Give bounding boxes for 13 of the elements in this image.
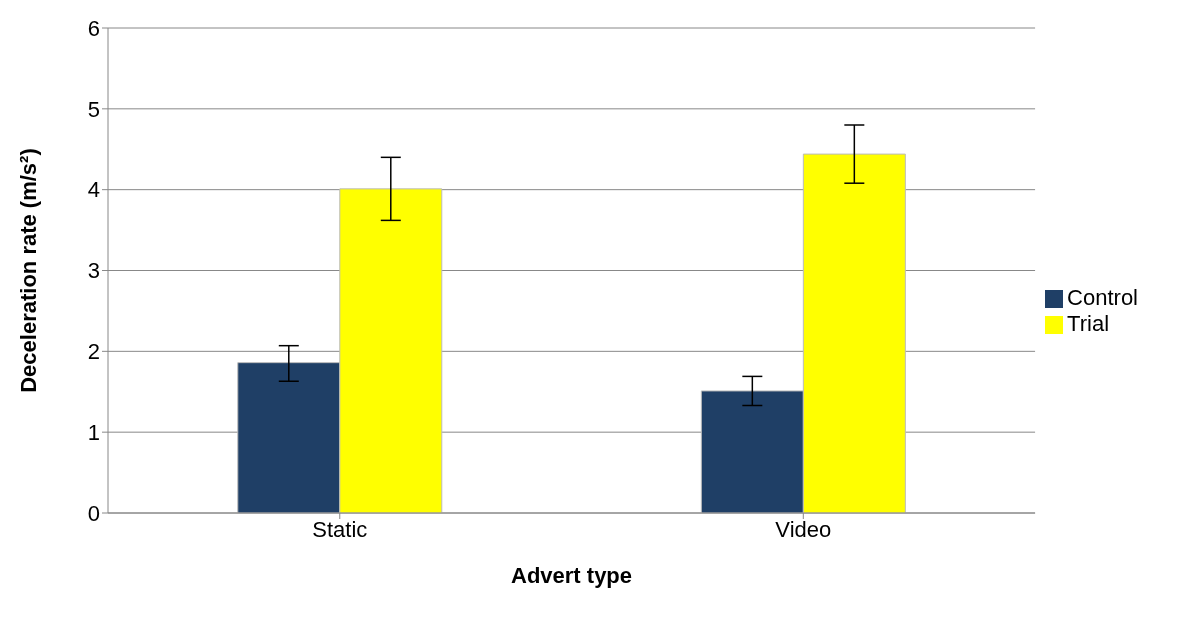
x-tick-label: Static [312, 516, 368, 542]
y-tick-label: 1 [87, 419, 100, 445]
y-tick-label: 0 [87, 500, 100, 526]
x-tick-label: Video [775, 516, 832, 542]
y-tick-label: 6 [87, 15, 100, 41]
legend-label: Trial [1067, 310, 1110, 336]
y-tick-label: 2 [87, 339, 100, 365]
x-axis-title: Advert type [511, 563, 633, 588]
y-tick-label: 5 [87, 96, 100, 122]
legend-label: Control [1067, 284, 1138, 310]
y-tick-label: 3 [87, 258, 100, 284]
y-tick-label: 4 [87, 177, 100, 203]
y-axis-title: Deceleration rate (m/s²) [15, 148, 41, 393]
